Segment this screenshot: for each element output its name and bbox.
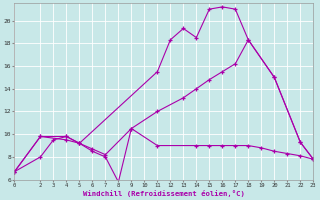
X-axis label: Windchill (Refroidissement éolien,°C): Windchill (Refroidissement éolien,°C) (83, 190, 245, 197)
